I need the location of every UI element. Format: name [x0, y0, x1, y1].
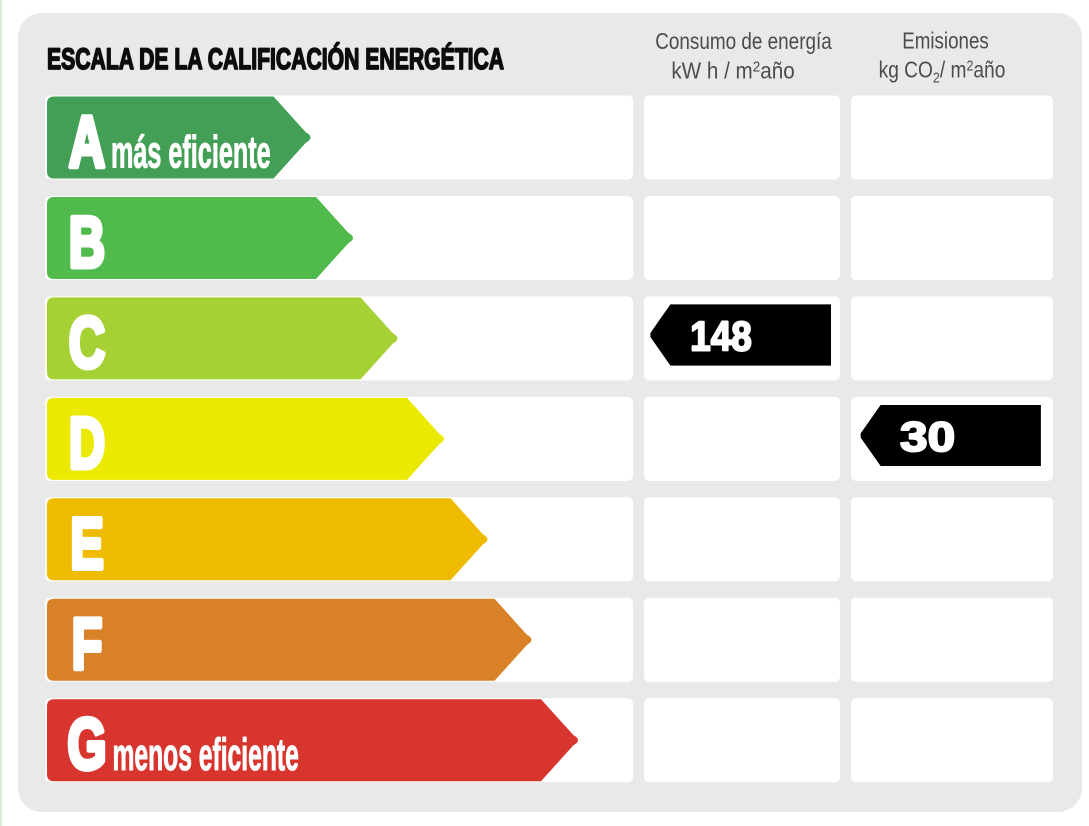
svg-text:G: G: [67, 705, 106, 785]
svg-text:A: A: [69, 103, 105, 183]
svg-text:ESCALA DE LA CALIFICACIÓN ENER: ESCALA DE LA CALIFICACIÓN ENERGÉTICA: [47, 41, 504, 76]
svg-text:C: C: [69, 304, 105, 384]
svg-text:kg CO2/ m2año: kg CO2/ m2año: [879, 57, 1006, 85]
svg-text:kW h / m2año: kW h / m2año: [671, 57, 794, 83]
svg-text:F: F: [72, 605, 103, 685]
svg-text:148: 148: [690, 313, 752, 360]
svg-text:30: 30: [900, 413, 955, 461]
svg-text:menos eficiente: menos eficiente: [113, 729, 299, 780]
svg-text:más eficiente: más eficiente: [111, 127, 271, 178]
svg-text:D: D: [69, 404, 105, 484]
svg-text:B: B: [69, 203, 105, 283]
svg-text:E: E: [70, 505, 104, 585]
svg-text:Emisiones: Emisiones: [902, 29, 989, 54]
svg-text:Consumo de energía: Consumo de energía: [655, 29, 832, 54]
